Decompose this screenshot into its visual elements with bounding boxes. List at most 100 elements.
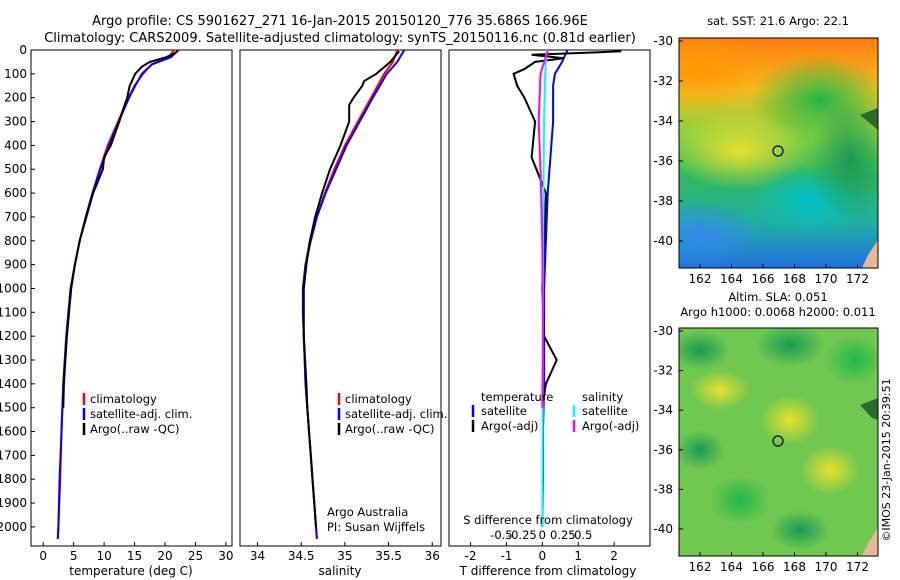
map-y-tick-label: -38 bbox=[653, 194, 673, 208]
map-x-tick-label: 168 bbox=[783, 272, 806, 286]
legend-label-argo: Argo(..raw -QC) bbox=[345, 422, 435, 436]
x-tick-label: 20 bbox=[157, 549, 172, 563]
map-x-tick-label: 162 bbox=[689, 560, 712, 574]
series-line-satellite bbox=[541, 49, 569, 527]
difference-panel-frame bbox=[448, 49, 651, 547]
map-x-tick-label: 164 bbox=[720, 272, 743, 286]
legend-label-s-argo: Argo(-adj) bbox=[582, 419, 639, 433]
salinity-profile-lines bbox=[301, 49, 406, 539]
credit-pi: PI: Susan Wijffels bbox=[327, 520, 425, 534]
map-y-tick-label: -36 bbox=[653, 154, 673, 168]
depth-tick-label: 900 bbox=[4, 258, 27, 272]
map-x-tick-label: 172 bbox=[846, 272, 869, 286]
sla-map bbox=[679, 328, 878, 556]
map-y-tick-label: -40 bbox=[653, 522, 673, 536]
x-tick-label: 1 bbox=[574, 549, 582, 563]
map-y-tick-label: -32 bbox=[653, 74, 673, 88]
s-diff-tick-label: 0.5 bbox=[574, 528, 592, 542]
map-x-tick-label: 166 bbox=[752, 560, 775, 574]
map-y-tick-label: -34 bbox=[653, 114, 673, 128]
map-x-tick-label: 166 bbox=[752, 272, 775, 286]
t-difference-axis-label: T difference from climatology bbox=[459, 564, 637, 578]
temperature-axis-label: temperature (deg C) bbox=[69, 564, 192, 578]
depth-tick-label: 600 bbox=[4, 186, 27, 200]
salinity-legend: climatology satellite-adj. clim. Argo(..… bbox=[337, 392, 447, 436]
x-tick-label: 34.5 bbox=[288, 549, 315, 563]
salinity-panel-frame bbox=[239, 49, 442, 547]
x-tick-label: 15 bbox=[127, 549, 142, 563]
s-difference-axis-label: S difference from climatology bbox=[463, 513, 633, 527]
map-y-tick-label: -40 bbox=[653, 234, 673, 248]
map-x-tick-label: 168 bbox=[783, 560, 806, 574]
sla-map-title-line2: Argo h1000: 0.0068 h2000: 0.011 bbox=[680, 305, 875, 319]
x-tick-label: 36 bbox=[425, 549, 440, 563]
depth-tick-label: 400 bbox=[4, 138, 27, 152]
legend-label-s-satellite: satellite bbox=[582, 404, 628, 418]
depth-tick-label: 1500 bbox=[0, 401, 27, 415]
x-tick-label: 35 bbox=[337, 549, 352, 563]
series-line-argo-adj- bbox=[512, 50, 622, 408]
map-y-tick-label: -30 bbox=[653, 34, 673, 48]
sst-map bbox=[679, 38, 878, 268]
temperature-profile-lines bbox=[56, 49, 180, 539]
s-diff-tick-label: -0.5 bbox=[490, 528, 512, 542]
depth-tick-label: 100 bbox=[4, 67, 27, 81]
depth-tick-label: 700 bbox=[4, 210, 27, 224]
depth-tick-label: 1900 bbox=[0, 496, 27, 510]
x-tick-label: 35.5 bbox=[375, 549, 402, 563]
imos-credit: ©IMOS 23-Jan-2015 20:39:51 bbox=[880, 378, 893, 541]
panel-x-axes: 0 5 10 15 20 25 30 34 34.5 35 35.5 36 -2 -1 0 1 2 -0.5-0.… bbox=[39, 528, 618, 563]
temperature-legend: climatology satellite-adj. clim. Argo(..… bbox=[82, 392, 192, 436]
x-tick-label: 10 bbox=[96, 549, 111, 563]
sla-map-axes: -30 -32 -34 -36 -38 -40 162 164 166 168 170 172 bbox=[653, 324, 869, 574]
depth-tick-label: 200 bbox=[4, 91, 27, 105]
depth-tick-label: 1800 bbox=[0, 472, 27, 486]
depth-tick-label: 1000 bbox=[0, 281, 27, 295]
series-line-climatology bbox=[301, 49, 399, 539]
temperature-panel-frame bbox=[30, 49, 233, 547]
credit-argo-australia: Argo Australia bbox=[327, 505, 408, 519]
sst-map-frame bbox=[678, 37, 879, 269]
difference-legend: temperature salinity satellite Argo(-adj… bbox=[471, 390, 639, 433]
map-x-tick-label: 170 bbox=[815, 560, 838, 574]
depth-tick-label: 500 bbox=[4, 162, 27, 176]
depth-axis: 0 100 200 300 400 500 600 700 800 900 1000 1100 1200… bbox=[0, 43, 35, 534]
legend-label-climatology: climatology bbox=[345, 392, 412, 406]
map-y-tick-label: -34 bbox=[653, 403, 673, 417]
depth-tick-label: 1700 bbox=[0, 448, 27, 462]
map-y-tick-label: -36 bbox=[653, 443, 673, 457]
s-diff-tick-label: 0 bbox=[539, 528, 546, 542]
sst-map-title: sat. SST: 21.6 Argo: 22.1 bbox=[707, 14, 849, 28]
map-x-tick-label: 170 bbox=[815, 272, 838, 286]
depth-tick-label: 1200 bbox=[0, 329, 27, 343]
sla-map-title-line1: Altim. SLA: 0.051 bbox=[728, 290, 827, 304]
series-line-climatology bbox=[56, 49, 175, 539]
x-tick-label: 25 bbox=[188, 549, 203, 563]
difference-profile-lines bbox=[512, 49, 622, 527]
figure-title-line2: Climatology: CARS2009. Satellite-adjuste… bbox=[44, 31, 636, 46]
map-y-tick-label: -38 bbox=[653, 482, 673, 496]
map-y-tick-label: -30 bbox=[653, 324, 673, 338]
series-line-s-argo bbox=[537, 50, 549, 408]
map-x-tick-label: 172 bbox=[846, 560, 869, 574]
figure-title-line1: Argo profile: CS 5901627_271 16-Jan-2015… bbox=[92, 14, 588, 29]
x-tick-label: -2 bbox=[465, 549, 477, 563]
argo-location-marker bbox=[772, 435, 784, 447]
depth-tick-label: 1300 bbox=[0, 353, 27, 367]
legend-label-satellite: satellite-adj. clim. bbox=[345, 407, 447, 421]
map-x-tick-label: 162 bbox=[689, 272, 712, 286]
map-x-tick-label: 164 bbox=[720, 560, 743, 574]
depth-tick-label: 1400 bbox=[0, 377, 27, 391]
legend-label-t-satellite: satellite bbox=[481, 404, 527, 418]
depth-tick-label: 0 bbox=[19, 43, 27, 57]
x-tick-label: 30 bbox=[218, 549, 233, 563]
s-diff-tick-label: 0.25 bbox=[550, 528, 576, 542]
s-diff-tick-label: -0.25 bbox=[507, 528, 537, 542]
depth-tick-label: 300 bbox=[4, 115, 27, 129]
x-tick-label: 34 bbox=[250, 549, 265, 563]
series-line-satellite-adj-clim- bbox=[301, 49, 406, 539]
x-tick-label: 0 bbox=[39, 549, 47, 563]
legend-label-argo: Argo(..raw -QC) bbox=[90, 422, 180, 436]
legend-title-temperature: temperature bbox=[481, 390, 553, 404]
